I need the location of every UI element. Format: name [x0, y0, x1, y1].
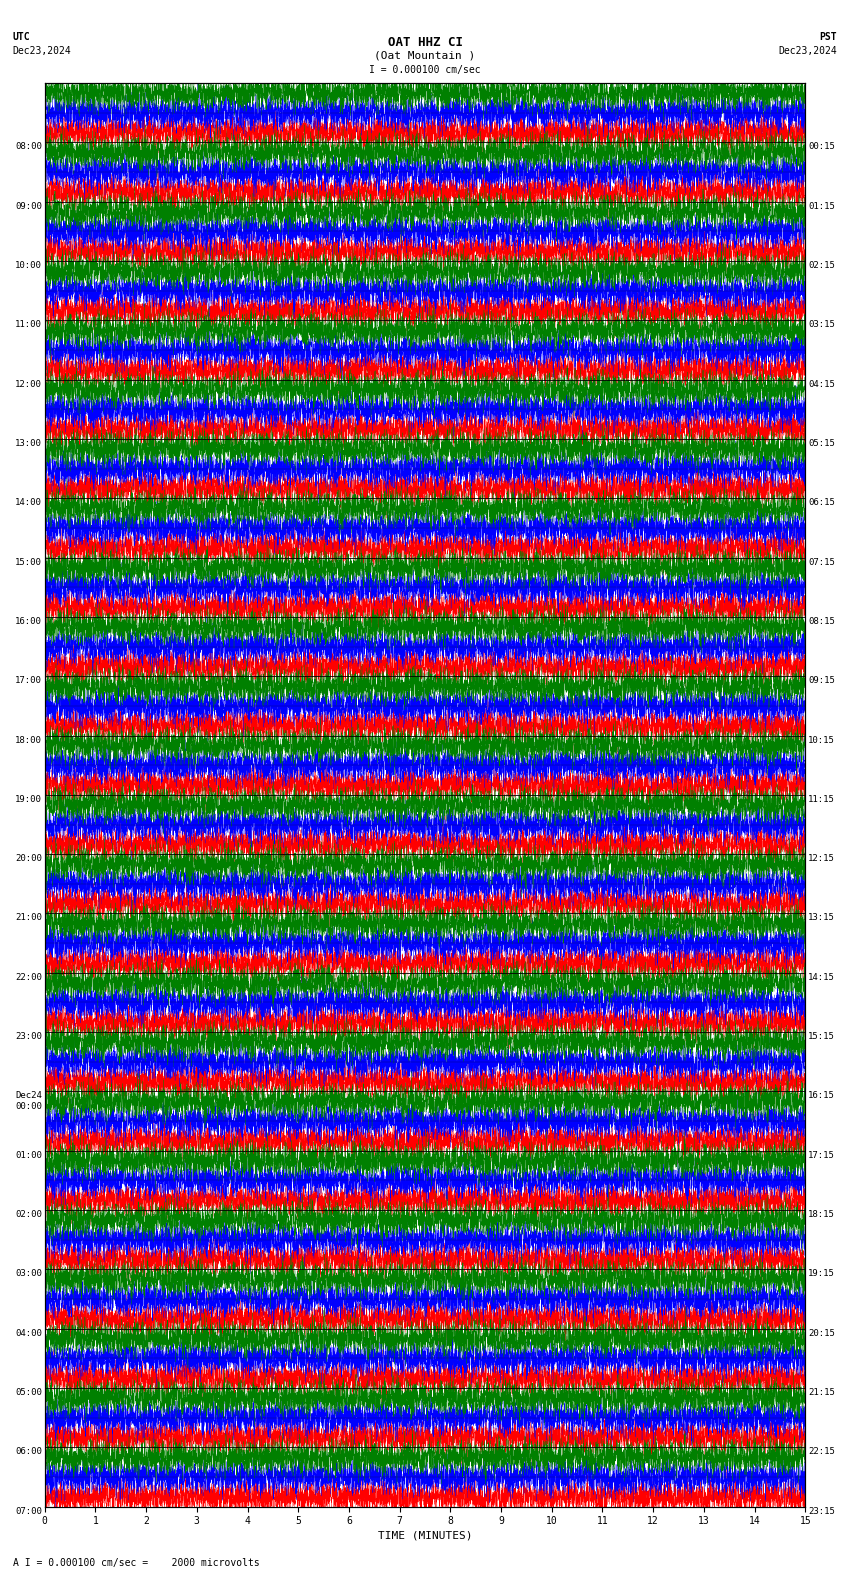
Text: A I = 0.000100 cm/sec =    2000 microvolts: A I = 0.000100 cm/sec = 2000 microvolts	[13, 1559, 259, 1568]
Text: Dec23,2024: Dec23,2024	[779, 46, 837, 55]
X-axis label: TIME (MINUTES): TIME (MINUTES)	[377, 1530, 473, 1541]
Text: Dec23,2024: Dec23,2024	[13, 46, 71, 55]
Text: OAT HHZ CI: OAT HHZ CI	[388, 36, 462, 49]
Text: PST: PST	[819, 32, 837, 41]
Text: UTC: UTC	[13, 32, 31, 41]
Text: (Oat Mountain ): (Oat Mountain )	[374, 51, 476, 60]
Text: I = 0.000100 cm/sec: I = 0.000100 cm/sec	[369, 65, 481, 74]
